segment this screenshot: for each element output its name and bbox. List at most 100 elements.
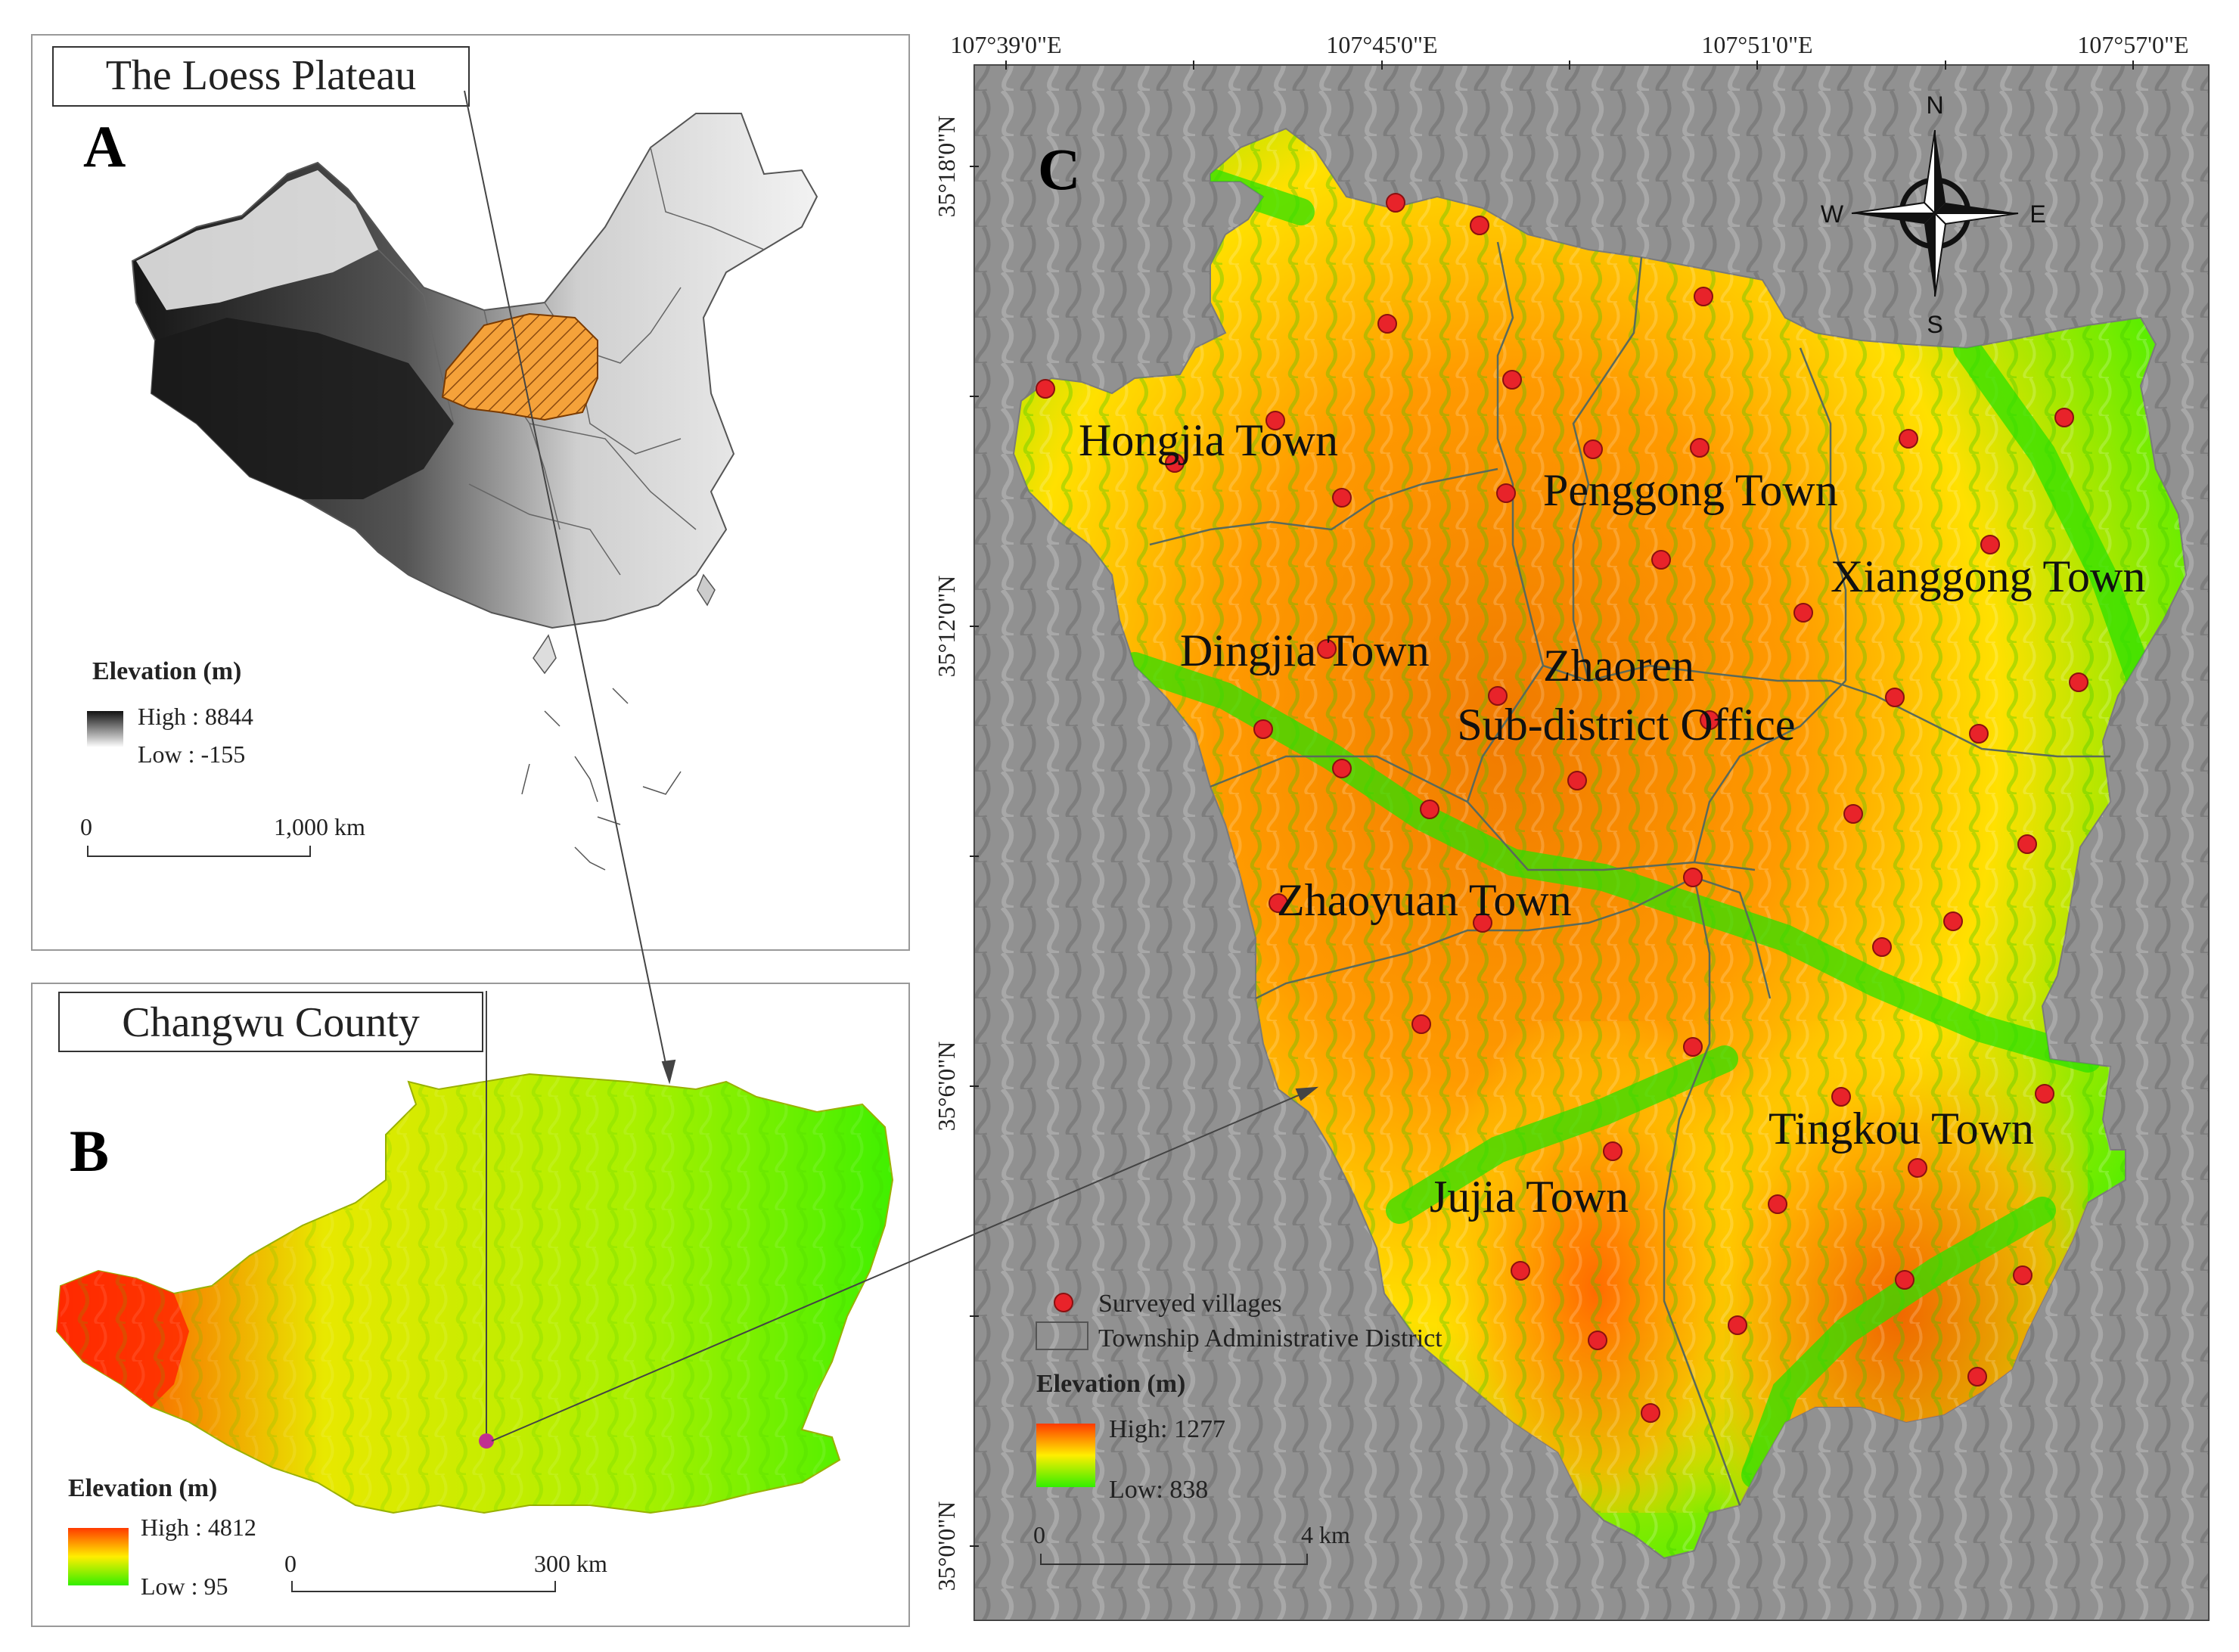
panel-b-legend-ramp: [68, 1528, 129, 1585]
village-point: [1470, 216, 1489, 235]
panel-b-scale-bar: [291, 1581, 556, 1592]
panel-a-scale-bar: [87, 846, 311, 857]
panel-b-scale-start: 0: [284, 1550, 297, 1577]
village-point: [1641, 1403, 1660, 1423]
village-point: [1496, 483, 1516, 503]
lat-tick-label: 35°0'0"N: [933, 1501, 960, 1591]
town-label-tingkou: Tingkou Town: [1769, 1104, 2034, 1154]
town-label-penggong: Penggong Town: [1543, 465, 1838, 515]
village-point: [1694, 287, 1713, 306]
panel-a-scale-start: 0: [80, 813, 92, 840]
village-point: [1980, 535, 2000, 554]
lon-tick-label: 107°57'0"E: [2077, 31, 2188, 58]
township-boundaries: [1149, 241, 2110, 1506]
village-point: [1728, 1315, 1747, 1335]
panel-c-letter: C: [1038, 136, 1080, 202]
village-point: [1473, 913, 1492, 933]
loess-plateau-region: [441, 312, 598, 421]
village-point: [1683, 1037, 1703, 1057]
village-point: [1843, 804, 1863, 824]
village-point: [1651, 550, 1671, 570]
town-label-zhaoren-line2: Sub-district Office: [1457, 700, 1795, 750]
village-point: [2035, 1084, 2054, 1104]
lon-tick-label: 107°39'0"E: [950, 31, 1061, 58]
legend-district-symbol: [1036, 1321, 1088, 1350]
legend-elevation-title: Elevation (m): [1036, 1370, 1185, 1398]
village-point: [1386, 193, 1405, 213]
town-labels: Hongjia Town Penggong Town Xianggong Tow…: [1079, 415, 2145, 1222]
legend-elevation-ramp: [1036, 1424, 1095, 1487]
tibet-shade: [151, 318, 454, 499]
legend-villages-label: Surveyed villages: [1098, 1290, 1282, 1318]
panel-c-legend: Surveyed villages Township Administrativ…: [1033, 1290, 1442, 1565]
village-point: [2013, 1265, 2032, 1285]
village-point: [1793, 603, 1813, 623]
lat-tick-label: 35°6'0"N: [933, 1042, 960, 1132]
town-label-xianggong: Xianggong Town: [1831, 551, 2145, 601]
village-point: [1700, 710, 1719, 730]
village-point: [2054, 408, 2074, 427]
legend-scale-end: 4 km: [1301, 1521, 1350, 1548]
surveyed-villages: [1036, 193, 2088, 1423]
panel-c: 107°39'0"E 107°45'0"E 107°51'0"E 107°57'…: [933, 31, 2209, 1621]
village-point: [1332, 488, 1352, 508]
lat-tick-label: 35°18'0"N: [933, 116, 960, 218]
panel-b-scale-end: 300 km: [534, 1550, 607, 1577]
village-point: [1502, 370, 1522, 390]
village-point: [1588, 1331, 1607, 1350]
town-label-zhaoren-line1: Zhaoren: [1543, 641, 1694, 691]
compass-e: E: [2029, 200, 2045, 228]
panel-a: The Loess Plateau A Elevation (m) High :…: [31, 34, 910, 951]
village-point: [1420, 800, 1439, 819]
village-point: [1683, 868, 1703, 887]
town-label-zhaoyuan: Zhaoyuan Town: [1277, 875, 1572, 925]
changwu-county-marker: [479, 1433, 494, 1449]
compass-n: N: [1926, 92, 1943, 119]
legend-district-label: Township Administrative District: [1098, 1324, 1442, 1352]
panel-a-legend-high: High : 8844: [138, 703, 253, 730]
village-point: [1317, 639, 1337, 659]
village-point: [1690, 438, 1710, 458]
latitude-labels: 35°18'0"N 35°12'0"N 35°6'0"N 35°0'0"N: [933, 116, 960, 1591]
changwu-county: [1012, 127, 2188, 1560]
village-point: [1583, 439, 1603, 459]
village-point: [1872, 937, 1892, 957]
town-label-dingjia: Dingjia Town: [1180, 626, 1430, 675]
longitude-labels: 107°39'0"E 107°45'0"E 107°51'0"E 107°57'…: [950, 31, 2188, 58]
village-point: [1253, 719, 1273, 739]
panel-a-title-box: [52, 46, 470, 107]
panel-a-legend-ramp: [87, 711, 123, 747]
panel-a-title: The Loess Plateau: [106, 52, 417, 99]
connector-arrows: [464, 90, 1319, 1442]
north-arrow-icon: N S E W: [1821, 92, 2046, 338]
village-point: [1899, 429, 1918, 449]
panel-b-legend-low: Low : 95: [141, 1573, 228, 1600]
panel-b-title: Changwu County: [122, 999, 420, 1046]
village-point: [1332, 759, 1352, 778]
village-point: [1969, 724, 1989, 744]
panel-a-scale-end: 1,000 km: [274, 813, 365, 840]
panel-b-legend-title: Elevation (m): [68, 1474, 217, 1502]
town-label-hongjia: Hongjia Town: [1079, 415, 1338, 465]
village-point: [1831, 1087, 1851, 1107]
legend-elevation-low: Low: 838: [1109, 1476, 1208, 1504]
legend-scale-start: 0: [1033, 1521, 1045, 1548]
village-point: [1768, 1194, 1787, 1214]
village-point: [1265, 411, 1285, 430]
panel-a-legend-title: Elevation (m): [92, 657, 241, 685]
panel-b-letter: B: [70, 1118, 109, 1184]
lon-tick-label: 107°45'0"E: [1326, 31, 1437, 58]
village-point: [1036, 379, 1055, 399]
panel-a-letter: A: [83, 113, 126, 179]
panel-b-title-box: [58, 992, 483, 1052]
village-point: [1269, 893, 1288, 913]
lat-tick-label: 35°12'0"N: [933, 576, 960, 678]
village-point: [1567, 771, 1587, 790]
village-point: [1511, 1261, 1530, 1281]
panel-b-legend-high: High : 4812: [141, 1514, 256, 1541]
village-point: [1895, 1270, 1914, 1290]
village-point: [1603, 1141, 1623, 1161]
village-point: [2017, 834, 2037, 854]
village-point: [1943, 911, 1963, 931]
legend-elevation-high: High: 1277: [1109, 1415, 1225, 1443]
